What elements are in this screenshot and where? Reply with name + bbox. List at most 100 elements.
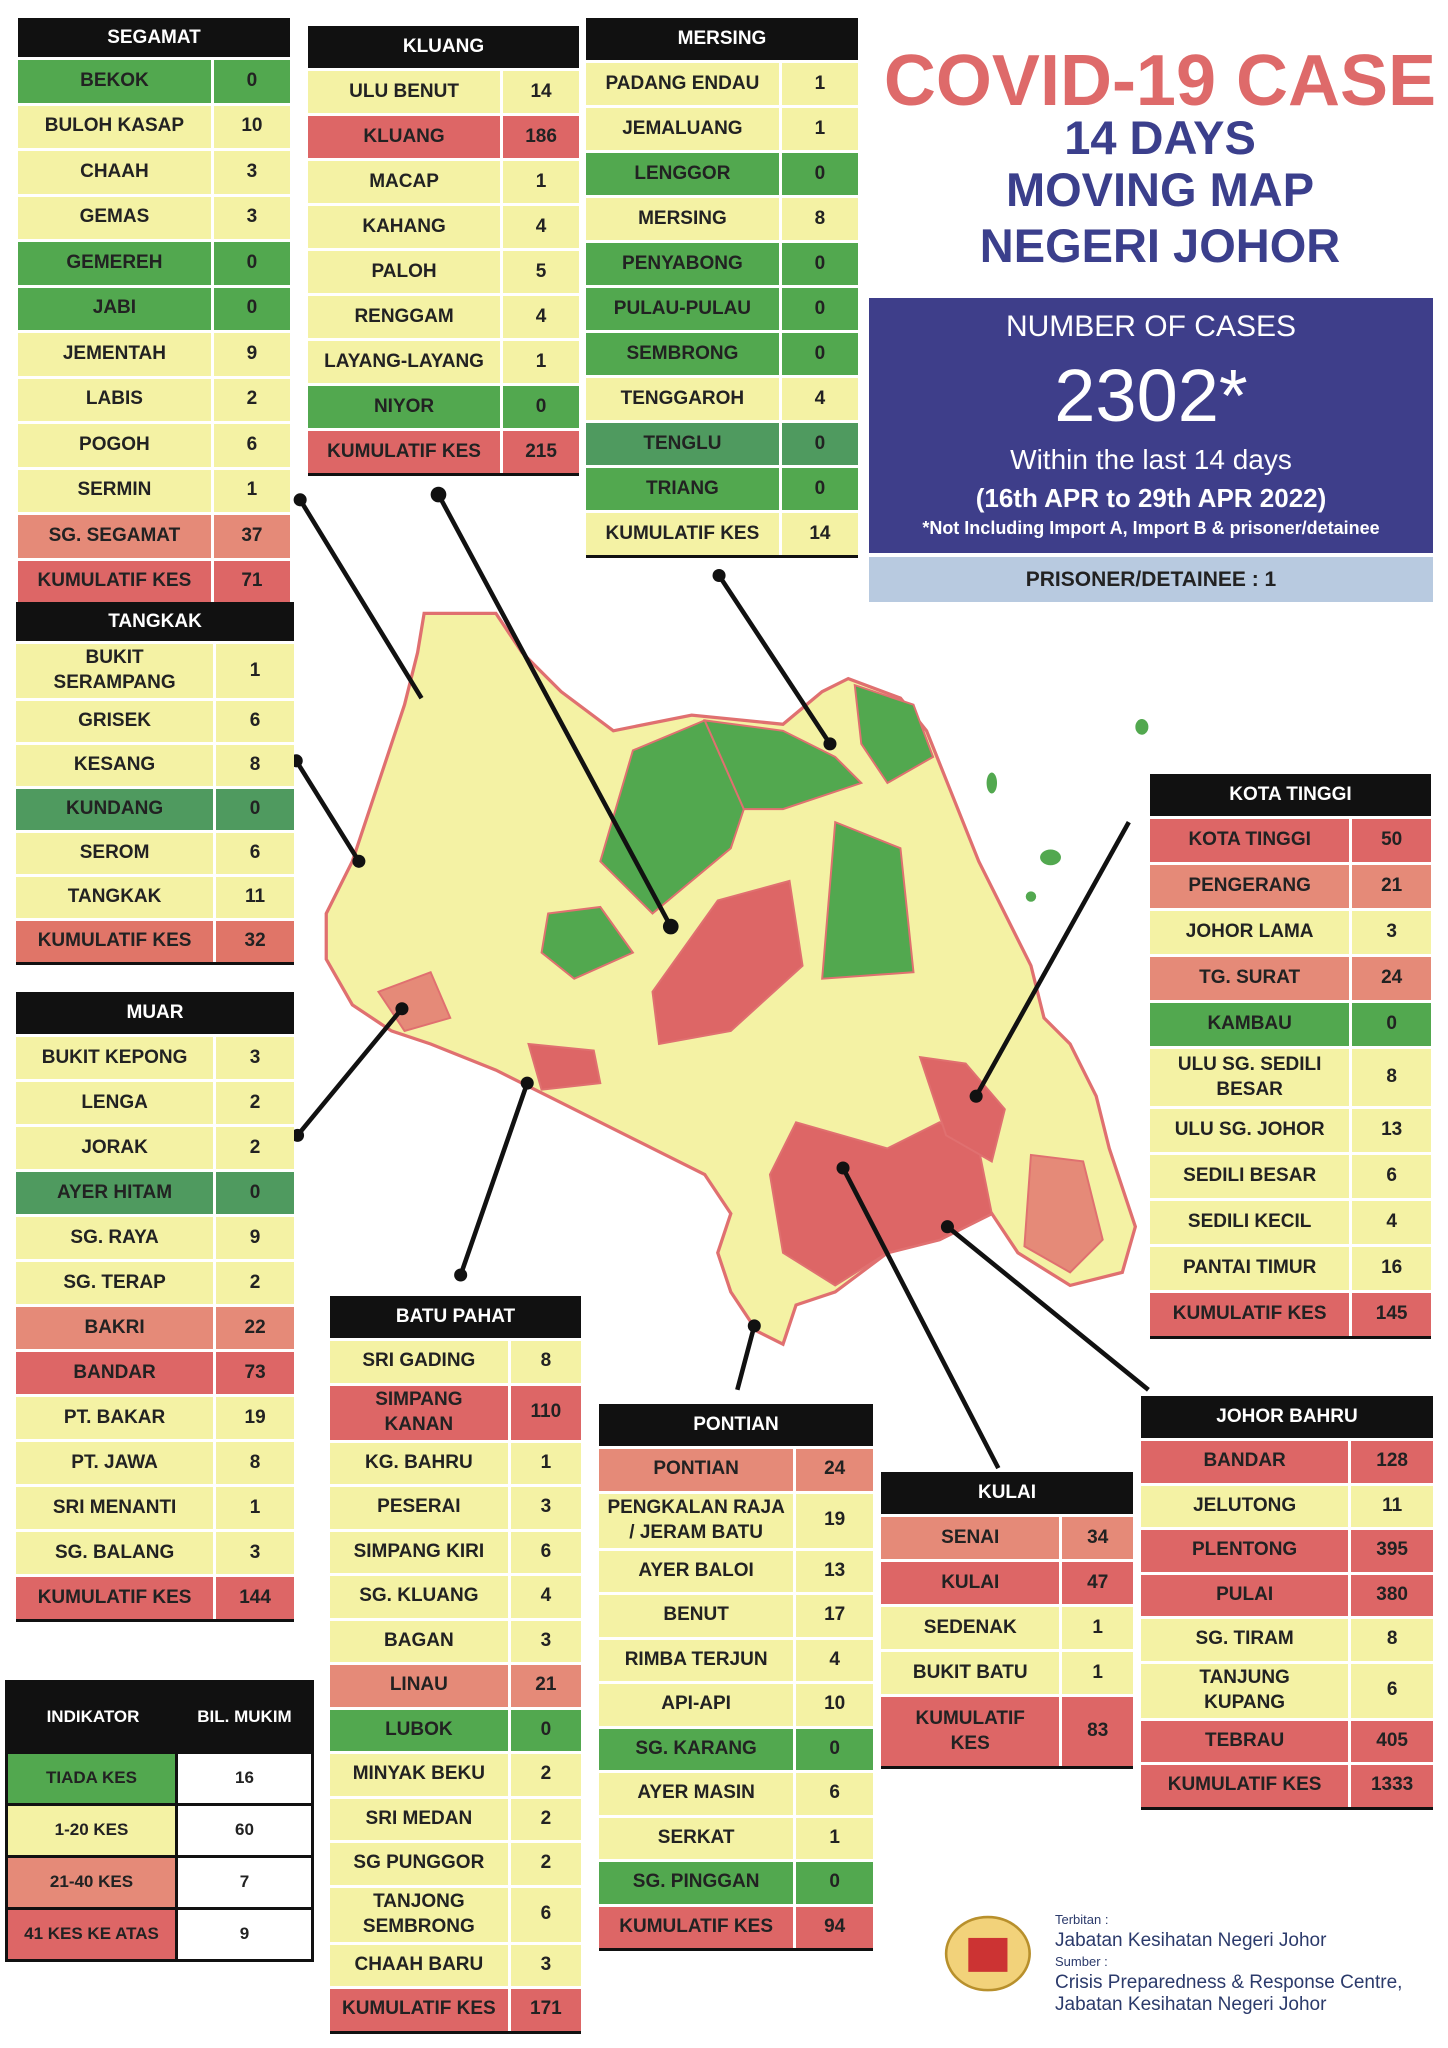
mukim-name: TG. SURAT bbox=[1150, 957, 1353, 1000]
mukim-name: BEKOK bbox=[18, 60, 214, 103]
subtitle: 14 DAYS bbox=[1064, 111, 1256, 164]
case-count: 6 bbox=[1352, 1155, 1431, 1198]
case-count: 83 bbox=[1062, 1697, 1133, 1766]
table-row: RIMBA TERJUN 4 bbox=[599, 1636, 873, 1681]
table-row: SG. KLUANG 4 bbox=[330, 1573, 581, 1618]
case-count: 171 bbox=[510, 1989, 581, 2031]
table-row: ULU BENUT 14 bbox=[308, 68, 579, 113]
mukim-name: KUMULATIF KES bbox=[1141, 1765, 1352, 1807]
case-count: 405 bbox=[1351, 1720, 1433, 1762]
case-count: 19 bbox=[796, 1493, 873, 1548]
mukim-name: API-API bbox=[599, 1684, 797, 1726]
case-count: 16 bbox=[1352, 1247, 1431, 1290]
mukim-name: PANTAI TIMUR bbox=[1150, 1247, 1353, 1290]
table-row: KOTA TINGGI 50 bbox=[1150, 816, 1431, 862]
case-count: 14 bbox=[781, 513, 858, 555]
case-count: 17 bbox=[796, 1595, 873, 1637]
dot bbox=[293, 493, 307, 507]
case-count: 395 bbox=[1351, 1530, 1433, 1572]
dot bbox=[940, 1220, 954, 1234]
mukim-name: POGOH bbox=[18, 424, 214, 467]
case-count: 0 bbox=[796, 1862, 873, 1904]
mukim-name: TANJUNG KUPANG bbox=[1141, 1663, 1352, 1718]
table-row: SG. BALANG 3 bbox=[16, 1529, 294, 1574]
legend-label: 21-40 KES bbox=[8, 1858, 178, 1907]
mukim-name: MERSING bbox=[586, 198, 782, 240]
table-row: GRISEK 6 bbox=[16, 698, 294, 742]
legend-count: 16 bbox=[178, 1754, 311, 1803]
mukim-name: ULU SG. SEDILI BESAR bbox=[1150, 1049, 1353, 1106]
case-count: 4 bbox=[781, 378, 858, 420]
summary-total: 2302* bbox=[1054, 354, 1248, 437]
table-row: TEBRAU 405 bbox=[1141, 1717, 1433, 1762]
table-row: CHAAH BARU 3 bbox=[330, 1941, 581, 1986]
table-row: PULAI 380 bbox=[1141, 1571, 1433, 1616]
mukim-name: JORAK bbox=[16, 1127, 217, 1169]
case-count: 1 bbox=[510, 1442, 581, 1484]
subtitle: NEGERI JOHOR bbox=[979, 219, 1341, 272]
mukim-name: PESERAI bbox=[330, 1487, 511, 1529]
case-count: 2 bbox=[216, 1127, 294, 1169]
legend-count: 9 bbox=[178, 1910, 311, 1959]
table-row: SEROM 6 bbox=[16, 830, 294, 874]
case-count: 10 bbox=[213, 105, 290, 148]
table-row: LABIS 2 bbox=[18, 375, 290, 421]
legend-table: INDIKATOR BIL. MUKIM TIADA KES 16 1-20 KES 60… bbox=[5, 1680, 314, 1962]
case-count: 2 bbox=[510, 1843, 581, 1885]
case-count: 6 bbox=[216, 833, 294, 874]
island bbox=[986, 772, 998, 794]
connector-dots bbox=[289, 486, 983, 1333]
table-header: KLUANG bbox=[308, 26, 579, 68]
table-header: KULAI bbox=[881, 1472, 1133, 1514]
case-count: 19 bbox=[216, 1397, 294, 1439]
mukim-name: KESANG bbox=[16, 745, 217, 786]
case-count: 4 bbox=[503, 206, 579, 248]
mukim-name: PADANG ENDAU bbox=[586, 63, 782, 105]
case-count: 128 bbox=[1351, 1441, 1433, 1483]
mukim-name: BUKIT SERAMPANG bbox=[16, 644, 217, 698]
mukim-name: KOTA TINGGI bbox=[1150, 819, 1353, 862]
legend-count: 7 bbox=[178, 1858, 311, 1907]
table-header: MERSING bbox=[586, 18, 858, 60]
table-row: SRI MENANTI 1 bbox=[16, 1484, 294, 1529]
dot bbox=[823, 737, 837, 751]
region-simpang-kanan bbox=[527, 1042, 602, 1091]
footer-text: Jabatan Kesihatan Negeri Johor bbox=[1055, 1994, 1327, 2015]
case-count: 2 bbox=[213, 378, 290, 421]
mukim-name: SRI MENANTI bbox=[16, 1487, 217, 1529]
case-count: 6 bbox=[1351, 1663, 1433, 1718]
mukim-name: SG. BALANG bbox=[16, 1532, 217, 1574]
case-count: 110 bbox=[510, 1385, 581, 1440]
mukim-name: PENGERANG bbox=[1150, 865, 1353, 908]
mukim-name: SRI MEDAN bbox=[330, 1798, 511, 1840]
region-pengerang bbox=[1023, 1153, 1104, 1274]
case-count: 47 bbox=[1062, 1562, 1133, 1604]
table-row: LENGA 2 bbox=[16, 1079, 294, 1124]
mukim-name: PULAU-PULAU bbox=[586, 288, 782, 330]
case-count: 8 bbox=[781, 198, 858, 240]
table-row: RENGGAM 4 bbox=[308, 293, 579, 338]
district-table: BATU PAHAT SRI GADING 8 SIMPANG KANAN 110 KG.… bbox=[330, 1296, 581, 2034]
case-count: 0 bbox=[781, 468, 858, 510]
region-endau bbox=[853, 683, 935, 785]
mukim-name: KUMULATIF KES bbox=[1150, 1293, 1353, 1336]
district-table: MUAR BUKIT KEPONG 3 LENGA 2 JORAK 2 AYER HITAM 0… bbox=[16, 992, 294, 1622]
district-table: KOTA TINGGI KOTA TINGGI 50 PENGERANG 21 JOHOR… bbox=[1150, 774, 1431, 1339]
table-row: SG. TIRAM 8 bbox=[1141, 1616, 1433, 1661]
table-row: TANJUNG KUPANG 6 bbox=[1141, 1660, 1433, 1718]
mukim-name: PULAI bbox=[1141, 1574, 1352, 1616]
case-count: 0 bbox=[781, 243, 858, 285]
district-table: KLUANG ULU BENUT 14 KLUANG 186 MACAP 1 KAHANG 4 P… bbox=[308, 26, 579, 476]
mukim-name: PENGKALAN RAJA / JERAM BATU bbox=[599, 1493, 797, 1548]
table-row: TRIANG 0 bbox=[586, 465, 858, 510]
case-count: 13 bbox=[796, 1550, 873, 1592]
mukim-name: TANJONG SEMBRONG bbox=[330, 1887, 511, 1942]
island bbox=[1025, 891, 1037, 902]
mukim-name: PT. BAKAR bbox=[16, 1397, 217, 1439]
mukim-name: KG. BAHRU bbox=[330, 1442, 511, 1484]
table-header: KOTA TINGGI bbox=[1150, 774, 1431, 816]
region-kota-tinggi bbox=[918, 1055, 1006, 1163]
mukim-name: KUNDANG bbox=[16, 789, 217, 830]
mukim-name: SIMPANG KANAN bbox=[330, 1385, 511, 1440]
